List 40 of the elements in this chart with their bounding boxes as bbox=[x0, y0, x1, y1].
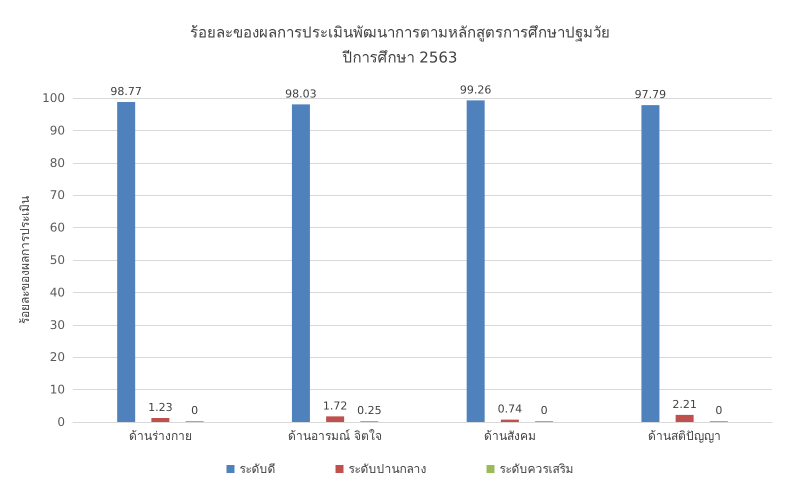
bar bbox=[292, 104, 310, 422]
x-tick-label: ด้านสติปัญญา bbox=[648, 429, 722, 443]
x-tick-label: ด้านสังคม bbox=[484, 429, 536, 443]
x-tick-label: ด้านอารมณ์ จิตใจ bbox=[288, 429, 382, 443]
data-label: 0.25 bbox=[357, 404, 382, 417]
x-tick-label: ด้านร่างกาย bbox=[128, 429, 192, 443]
y-tick-label: 10 bbox=[50, 382, 65, 397]
bar bbox=[676, 414, 694, 422]
chart-subtitle: ปีการศึกษา 2563 bbox=[342, 48, 458, 66]
y-tick-label: 50 bbox=[50, 253, 65, 267]
legend-label: ระดับปานกลาง bbox=[348, 462, 426, 476]
data-label: 0 bbox=[540, 404, 548, 417]
data-label: 1.72 bbox=[322, 399, 348, 412]
y-tick-label: 30 bbox=[50, 318, 65, 332]
y-tick-label: 0 bbox=[57, 415, 65, 429]
data-label: 98.03 bbox=[285, 87, 317, 100]
bar bbox=[117, 102, 136, 422]
data-label: 2.21 bbox=[672, 398, 697, 411]
bar bbox=[641, 105, 660, 422]
chart-title: ร้อยละของผลการประเมินพัฒนาการตามหลักสูตรการศึกษาปฐมวัย bbox=[190, 24, 610, 42]
data-label: 0 bbox=[715, 404, 722, 417]
data-label: 98.77 bbox=[110, 84, 142, 98]
legend-label: ระดับดี bbox=[240, 462, 276, 476]
y-tick-label: 20 bbox=[50, 350, 65, 364]
legend-label: ระดับควรเสริม bbox=[500, 462, 574, 476]
data-label: 99.26 bbox=[460, 83, 492, 96]
data-label: 97.79 bbox=[634, 88, 666, 102]
y-tick-label: 60 bbox=[50, 220, 65, 235]
data-label: 0 bbox=[191, 404, 198, 417]
bar bbox=[326, 416, 344, 422]
bar bbox=[466, 100, 485, 422]
y-axis-title: ร้อยละของผลการประเมิน bbox=[18, 196, 32, 324]
y-tick-label: 40 bbox=[50, 285, 65, 300]
data-label: 1.23 bbox=[148, 401, 173, 414]
y-tick-label: 100 bbox=[42, 91, 65, 105]
bar bbox=[151, 418, 170, 422]
y-tick-label: 90 bbox=[50, 123, 65, 138]
y-tick-label: 70 bbox=[50, 188, 65, 202]
y-tick-label: 80 bbox=[50, 156, 65, 170]
data-label: 0.74 bbox=[498, 402, 522, 416]
